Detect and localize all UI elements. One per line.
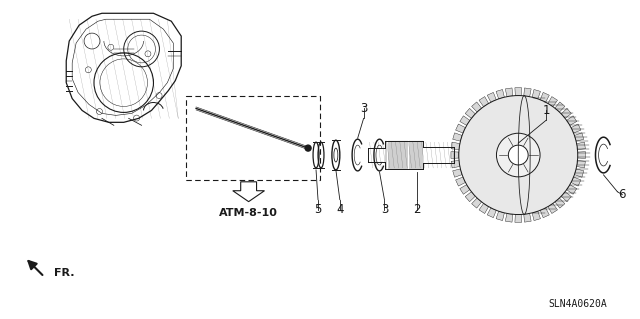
- Bar: [186, 96, 320, 180]
- Polygon shape: [575, 133, 584, 141]
- Polygon shape: [456, 124, 465, 133]
- Polygon shape: [460, 116, 470, 125]
- Polygon shape: [452, 169, 462, 177]
- Polygon shape: [479, 204, 489, 213]
- Polygon shape: [515, 88, 522, 96]
- Polygon shape: [578, 152, 586, 159]
- Polygon shape: [487, 93, 496, 102]
- Polygon shape: [456, 177, 465, 186]
- Polygon shape: [496, 211, 504, 220]
- Polygon shape: [532, 90, 540, 99]
- Polygon shape: [451, 142, 460, 150]
- Polygon shape: [479, 97, 489, 107]
- Polygon shape: [506, 88, 513, 97]
- Polygon shape: [548, 97, 557, 107]
- Text: 3: 3: [381, 203, 388, 216]
- Polygon shape: [566, 185, 577, 194]
- Polygon shape: [524, 213, 531, 222]
- Circle shape: [497, 133, 540, 177]
- Polygon shape: [465, 192, 476, 202]
- Polygon shape: [452, 133, 462, 141]
- Polygon shape: [561, 192, 572, 202]
- Polygon shape: [496, 90, 504, 99]
- Polygon shape: [487, 208, 496, 218]
- Polygon shape: [577, 142, 586, 150]
- Polygon shape: [233, 182, 264, 202]
- Polygon shape: [571, 124, 581, 133]
- Polygon shape: [571, 177, 581, 186]
- Polygon shape: [566, 116, 577, 125]
- Polygon shape: [451, 152, 459, 159]
- Polygon shape: [451, 160, 460, 168]
- Text: 6: 6: [619, 188, 626, 201]
- Text: SLN4A0620A: SLN4A0620A: [548, 299, 607, 309]
- Polygon shape: [575, 169, 584, 177]
- Polygon shape: [555, 198, 565, 208]
- Text: 5: 5: [314, 203, 322, 216]
- Text: ATM-8-10: ATM-8-10: [219, 208, 278, 218]
- Polygon shape: [540, 208, 549, 218]
- Text: 3: 3: [360, 102, 367, 115]
- Polygon shape: [532, 211, 540, 220]
- Polygon shape: [561, 108, 572, 118]
- Circle shape: [305, 145, 311, 151]
- Polygon shape: [555, 102, 565, 112]
- Polygon shape: [548, 204, 557, 213]
- Polygon shape: [465, 108, 476, 118]
- Polygon shape: [472, 198, 482, 208]
- Circle shape: [508, 145, 528, 165]
- Polygon shape: [524, 88, 531, 97]
- Text: 1: 1: [542, 104, 550, 117]
- Polygon shape: [515, 214, 522, 222]
- Polygon shape: [577, 160, 586, 168]
- Text: FR.: FR.: [54, 268, 75, 278]
- Polygon shape: [540, 93, 549, 102]
- Polygon shape: [506, 213, 513, 222]
- Text: 4: 4: [336, 203, 344, 216]
- Text: 2: 2: [413, 203, 421, 216]
- Circle shape: [459, 96, 578, 214]
- Polygon shape: [460, 185, 470, 194]
- Polygon shape: [472, 102, 482, 112]
